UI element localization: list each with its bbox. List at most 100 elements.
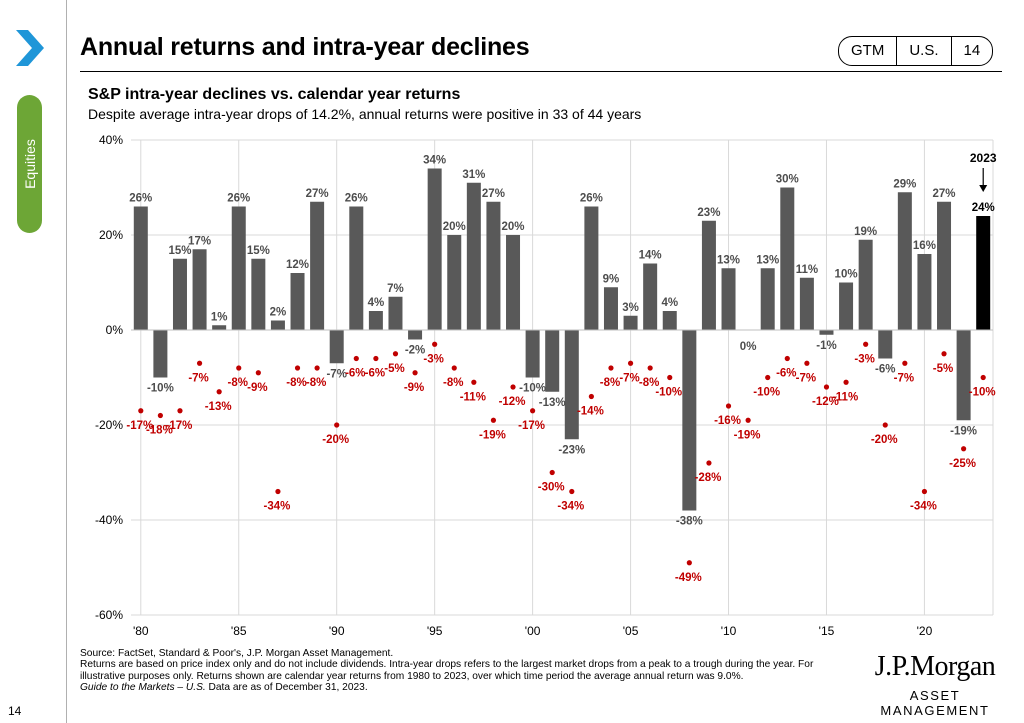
decline-label: -16% [714,415,741,427]
return-label: 3% [622,302,639,314]
decline-dot [667,374,673,381]
decline-dot [334,422,340,428]
logo-tagline: ASSET MANAGEMENT [880,688,990,718]
decline-label: -20% [322,434,349,446]
badge-page: 14 [950,37,993,65]
return-bar [466,182,481,330]
return-label: 26% [227,193,250,205]
return-bar [701,220,716,330]
return-label: -23% [558,444,585,456]
return-bar [447,235,462,330]
decline-dot [843,379,849,385]
y-tick-label: 20% [99,228,123,242]
x-tick-label: '90 [329,624,345,638]
decline-dot [765,374,771,381]
decline-label: -13% [205,401,232,413]
return-label: 2% [270,307,287,319]
decline-label: -3% [423,353,443,365]
return-bar [897,192,912,330]
decline-label: -8% [228,377,248,389]
return-bar [976,216,991,330]
decline-dot [549,469,555,476]
return-label: -1% [816,340,836,352]
return-label: 26% [129,193,152,205]
return-bar [799,277,814,330]
decline-label: -9% [404,382,424,394]
return-bar [956,330,971,421]
decline-dot [451,365,457,371]
return-bar [133,206,148,330]
decline-label: -20% [871,434,898,446]
chevron-right-icon[interactable] [14,28,46,68]
decline-dot [882,422,888,428]
x-tick-label: '15 [819,624,835,638]
return-bar [721,268,736,330]
return-bar [270,320,285,330]
decline-dot [432,341,438,347]
page-number: 14 [8,704,22,718]
return-label: -7% [326,368,346,380]
return-bar [212,325,227,330]
decline-dot [902,360,908,366]
decline-label: -17% [166,420,193,432]
decline-label: -25% [949,458,976,470]
return-label: 12% [286,259,309,271]
return-bar [349,206,364,330]
return-label: 9% [603,273,620,285]
decline-dot [530,408,536,414]
decline-label: -49% [675,572,702,584]
sidebar: Equities 14 [0,0,67,723]
return-bar [623,315,638,330]
page-title: Annual returns and intra-year declines [80,33,530,61]
return-bar [310,201,325,330]
x-tick-label: '80 [133,624,149,638]
return-label: 16% [913,240,936,252]
return-label: 11% [796,264,818,276]
return-label: 27% [933,188,956,200]
decline-label: -10% [753,387,780,399]
decline-dot [471,379,477,385]
decline-label: -7% [894,372,914,384]
return-label: -10% [147,383,174,395]
return-label: 20% [443,221,466,233]
decline-dot [294,365,301,371]
decline-label: -10% [969,387,996,399]
return-label: -6% [875,364,895,376]
section-tab-equities[interactable]: Equities [17,95,42,233]
return-bar [839,282,854,330]
return-label: 4% [661,297,678,309]
highlight-arrow-head [979,185,988,192]
decline-label: -14% [577,406,604,418]
footnote-source: Source: FactSet, Standard & Poor's, J.P.… [80,648,394,659]
return-label: 15% [247,245,270,257]
decline-dot [255,370,261,376]
return-label: -19% [950,425,977,437]
y-tick-label: 0% [106,323,124,337]
return-label: 15% [168,245,191,257]
decline-dot [569,488,575,495]
decline-label: -30% [538,482,565,494]
logo-wordmark: J.P.Morgan [874,651,996,682]
decline-dot [392,351,399,357]
decline-dot [921,488,928,495]
return-bar [388,296,403,330]
return-bar [584,206,599,330]
decline-label: -34% [910,501,937,513]
x-tick-label: '00 [525,624,541,638]
decline-dot [745,417,751,423]
badge-region: U.S. [896,37,950,65]
return-bar [564,330,579,440]
x-tick-label: '85 [231,624,247,638]
return-bar [153,330,168,378]
decline-dot [314,365,320,371]
decline-label: -9% [247,382,267,394]
return-bar [545,330,560,392]
return-label: 17% [188,235,211,247]
return-bar [760,268,775,330]
decline-dot [216,389,222,395]
return-label: 29% [893,178,916,190]
return-bar [525,330,540,378]
guide-title: Guide to the Markets – U.S. [80,682,206,694]
decline-dot [157,412,163,419]
badge-gtm: GTM [851,42,885,59]
